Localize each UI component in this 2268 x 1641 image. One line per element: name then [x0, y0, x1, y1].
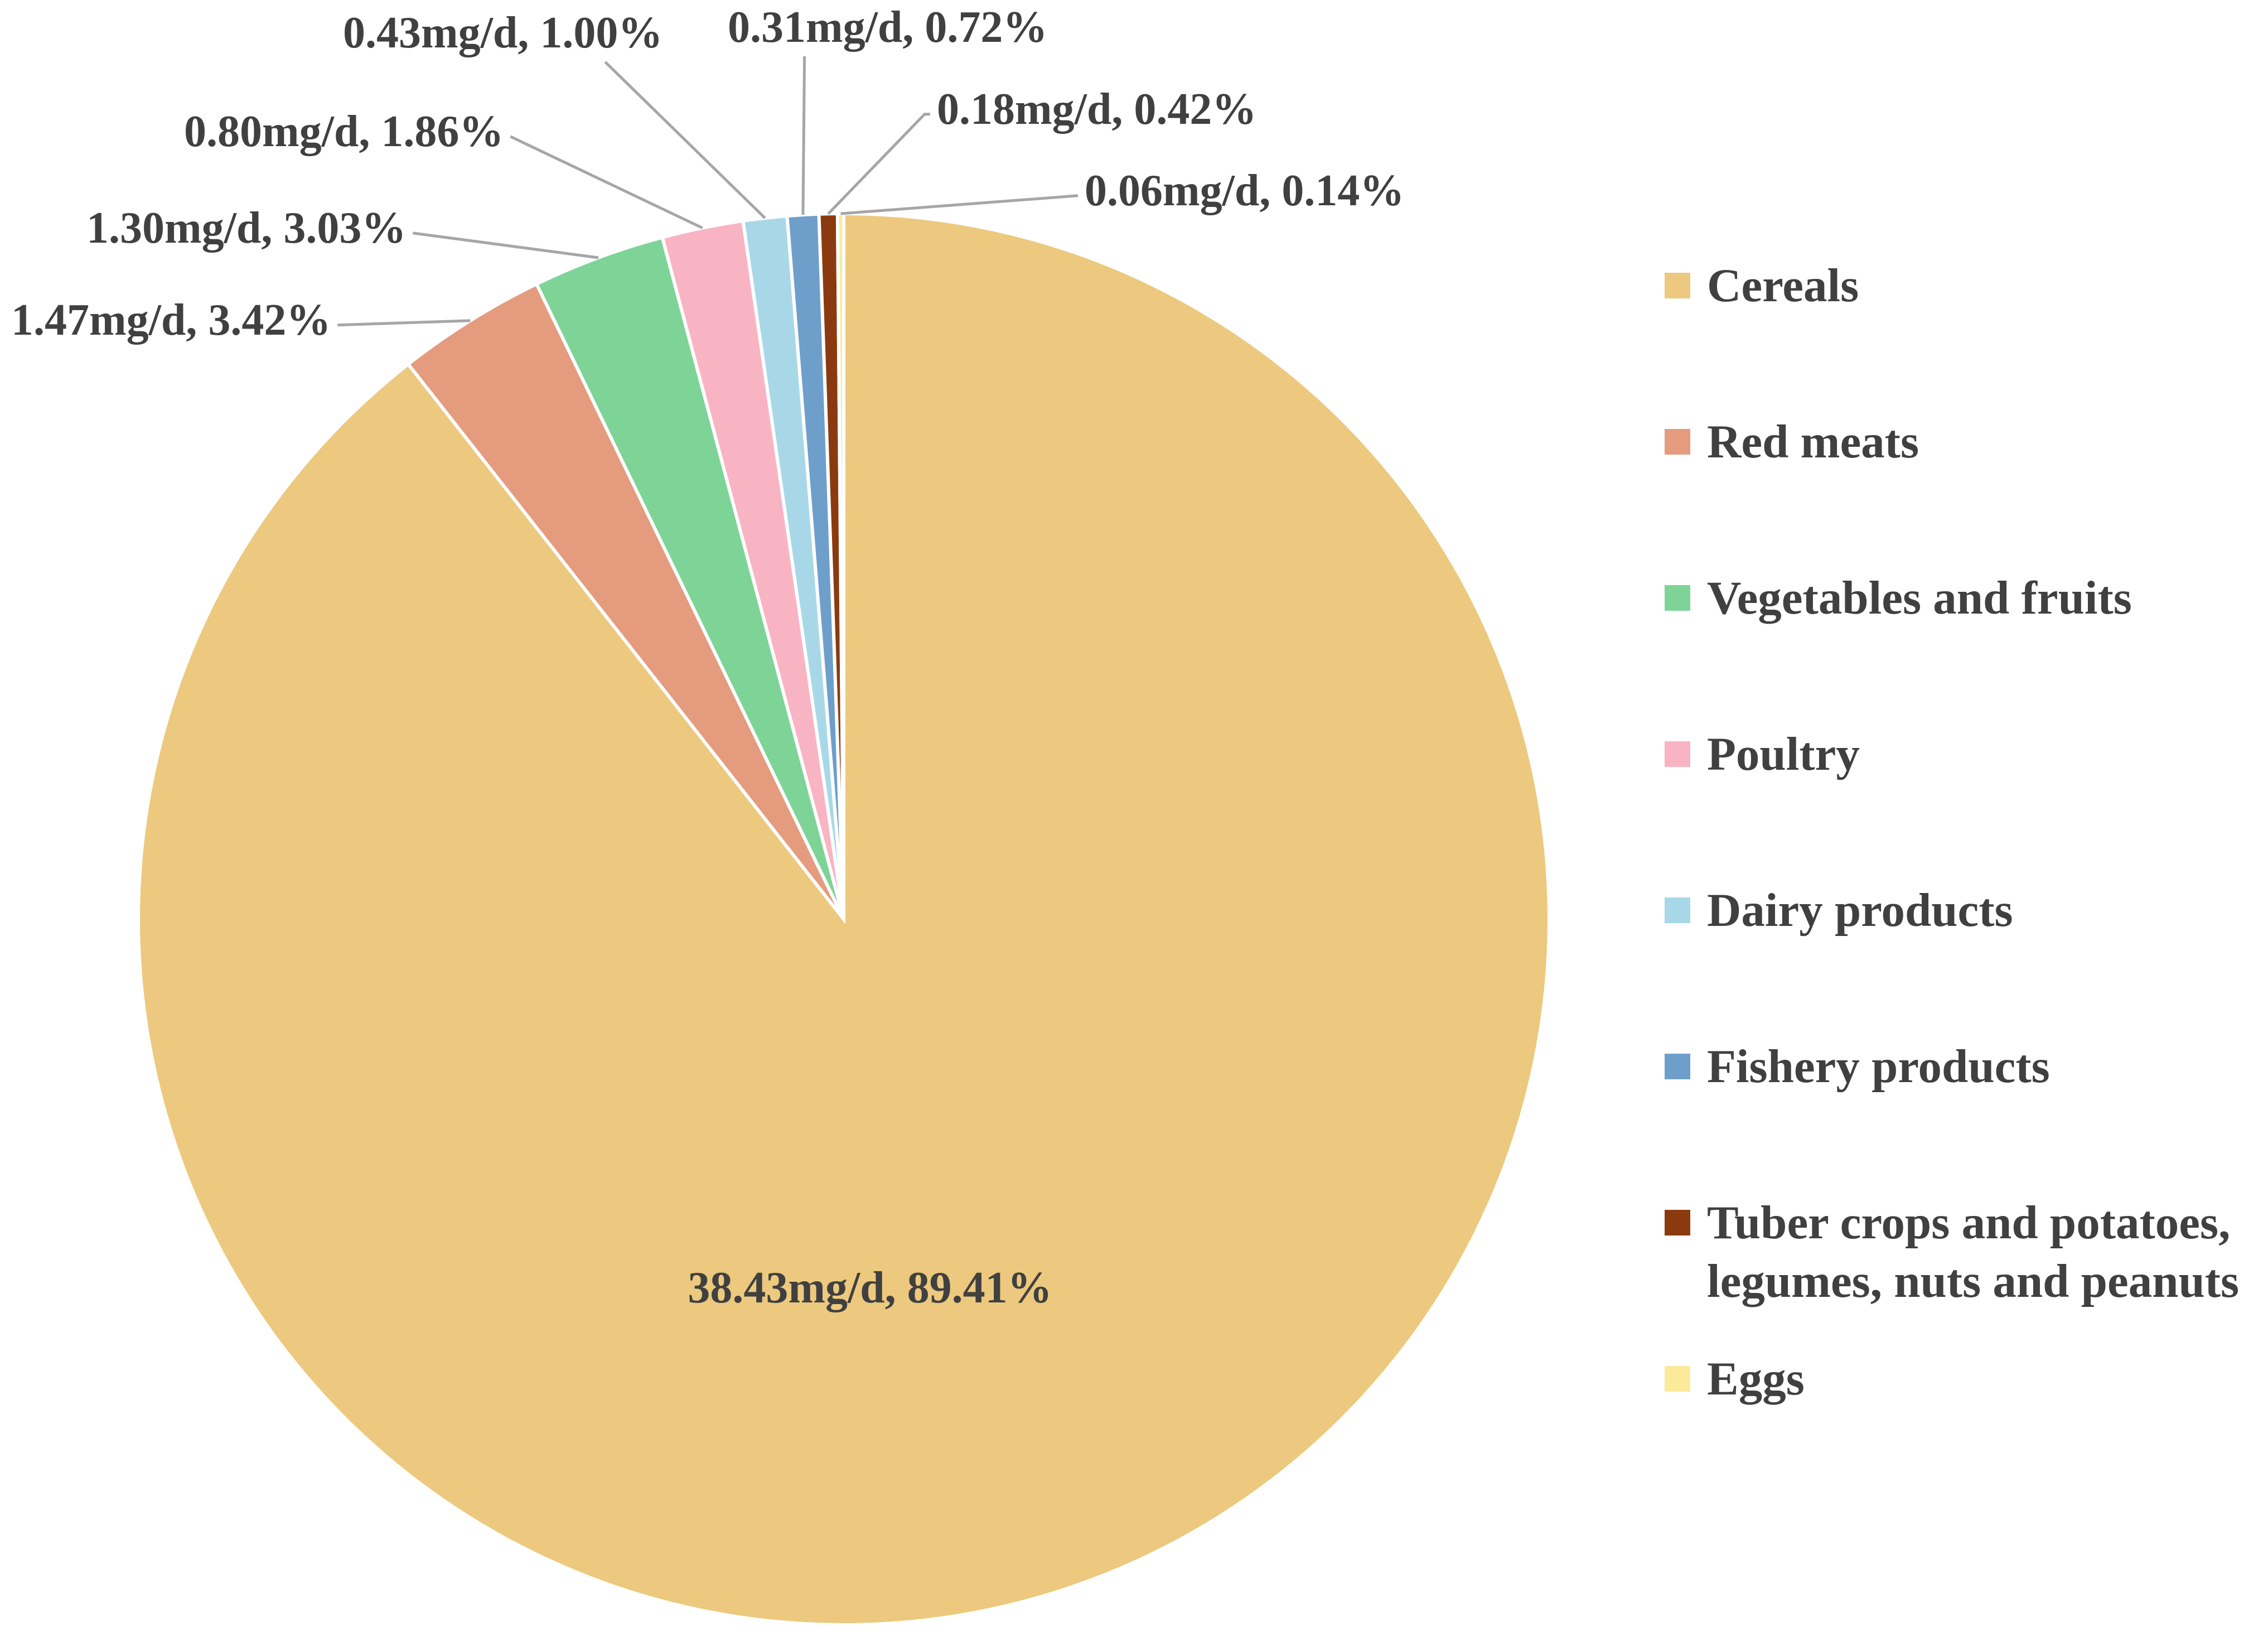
- pie-slice-red-meats: [405, 282, 845, 920]
- legend-label: legumes, nuts and peanuts: [1707, 1255, 2239, 1307]
- data-label: 0.80mg/d, 1.86%: [184, 107, 504, 156]
- legend-label: Fishery products: [1707, 1040, 2050, 1093]
- legend-label: Vegetables and fruits: [1707, 572, 2132, 624]
- data-label: 0.43mg/d, 1.00%: [343, 8, 662, 57]
- data-labels: 38.43mg/d, 89.41% 1.47mg/d, 3.42% 1.30mg/d…: [11, 3, 1404, 1312]
- data-label: 38.43mg/d, 89.41%: [688, 1263, 1052, 1312]
- legend-item-cereals: Cereals: [1665, 259, 1859, 312]
- legend-swatch: [1665, 273, 1690, 298]
- leader-line: [337, 319, 471, 327]
- legend-item-tuber-crops-and-potatoes-legumes-nuts-and-peanuts: Tuber crops and potatoes, legumes, nuts a…: [1665, 1196, 2239, 1307]
- legend-swatch: [1665, 741, 1690, 767]
- pie-slices: [137, 211, 1551, 1626]
- legend-swatch: [1665, 1366, 1690, 1392]
- leader-line: [827, 113, 930, 215]
- legend-label: Dairy products: [1707, 884, 2013, 937]
- data-label: 1.30mg/d, 3.03%: [86, 204, 406, 253]
- legend-swatch: [1665, 1054, 1690, 1079]
- legend: Cereals Red meats Vegetables and fruits Pou…: [1665, 259, 2239, 1405]
- leader-line: [413, 231, 599, 259]
- data-label: 0.31mg/d, 0.72%: [728, 3, 1047, 52]
- legend-item-red-meats: Red meats: [1665, 416, 1919, 468]
- pie-slice-vegetables-and-fruits: [534, 235, 845, 920]
- data-label: 1.47mg/d, 3.42%: [11, 296, 331, 345]
- legend-label: Cereals: [1707, 259, 1859, 312]
- legend-item-dairy-products: Dairy products: [1665, 884, 2013, 937]
- legend-swatch: [1665, 897, 1690, 923]
- leader-line: [801, 56, 806, 215]
- leader-line: [510, 135, 703, 229]
- legend-swatch: [1665, 585, 1690, 611]
- legend-item-eggs: Eggs: [1665, 1353, 1805, 1405]
- leader-line: [604, 61, 766, 219]
- leader-lines: [337, 56, 1079, 327]
- legend-swatch: [1665, 1210, 1690, 1235]
- leader-line: [840, 194, 1079, 215]
- legend-swatch: [1665, 429, 1690, 455]
- data-label: 0.18mg/d, 0.42%: [937, 85, 1256, 134]
- legend-label: Red meats: [1707, 416, 1919, 468]
- legend-item-vegetables-and-fruits: Vegetables and fruits: [1665, 572, 2132, 624]
- legend-label: Poultry: [1707, 728, 1860, 780]
- legend-label: Eggs: [1707, 1353, 1805, 1405]
- legend-label: Tuber crops and potatoes,: [1707, 1196, 2230, 1249]
- data-label: 0.06mg/d, 0.14%: [1085, 166, 1404, 215]
- legend-item-poultry: Poultry: [1665, 728, 1860, 780]
- legend-item-fishery-products: Fishery products: [1665, 1040, 2050, 1093]
